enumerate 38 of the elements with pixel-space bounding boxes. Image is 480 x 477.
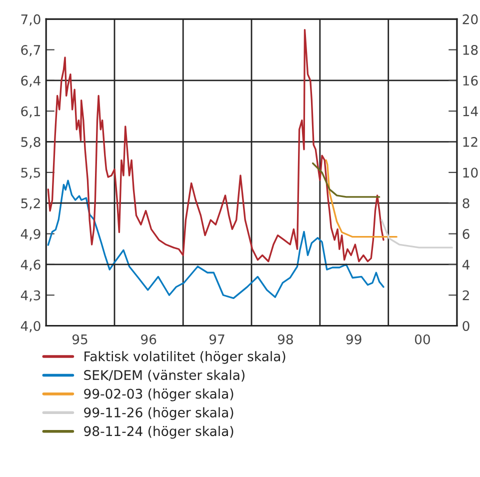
y2-tick-label: 2 <box>462 290 469 300</box>
y-tick-label: 5,2 <box>21 198 40 210</box>
x-tick-label: 00 <box>414 334 430 344</box>
x-tick-label: 95 <box>72 334 88 344</box>
y2-tick-label: 20 <box>462 14 478 24</box>
y2-tick-label: 14 <box>463 106 478 116</box>
y-tick-label: 5,8 <box>21 136 40 148</box>
y-tick-label: 6,1 <box>21 106 40 118</box>
x-tick-label: 98 <box>278 334 293 344</box>
y2-tick-label: 12 <box>463 136 478 147</box>
y-tick-label: 4,6 <box>20 260 40 271</box>
line-series <box>312 162 380 198</box>
x-tick-label: 96 <box>141 334 156 344</box>
legend-label: Faktisk volatilitet (höger skala) <box>84 351 286 364</box>
y2-tick-label: 0 <box>462 321 470 331</box>
legend-label: 98-11-24 (höger skala) <box>84 426 234 439</box>
legend-label: 99-11-26 (höger skala) <box>84 407 234 420</box>
y2-tick-label: 8 <box>462 198 470 208</box>
line-series <box>47 180 384 300</box>
y-tick-label: 4,3 <box>20 290 40 302</box>
y2-tick-label: 18 <box>463 44 478 55</box>
line-series <box>325 159 398 238</box>
y2-tick-label: 10 <box>463 168 478 178</box>
y2-tick-label: 16 <box>463 76 478 86</box>
y-tick-label: 4,0 <box>20 321 40 332</box>
y-tick-label: 5,5 <box>21 168 40 179</box>
y-tick-label: 7,0 <box>21 14 40 26</box>
legend-label: 99-02-03 (höger skala) <box>84 388 234 402</box>
line-series <box>380 219 453 248</box>
y2-tick-label: 4 <box>462 260 470 270</box>
legend-label: SEK/DEM (vänster skala) <box>84 370 244 382</box>
y-tick-label: 6,4 <box>21 76 40 87</box>
y-tick-label: 6,7 <box>21 44 40 56</box>
y-tick-label: 4,9 <box>20 229 40 240</box>
line-series <box>47 28 384 262</box>
x-tick-label: 97 <box>209 334 224 344</box>
y2-tick-label: 6 <box>462 229 470 239</box>
x-tick-label: 99 <box>346 334 362 344</box>
